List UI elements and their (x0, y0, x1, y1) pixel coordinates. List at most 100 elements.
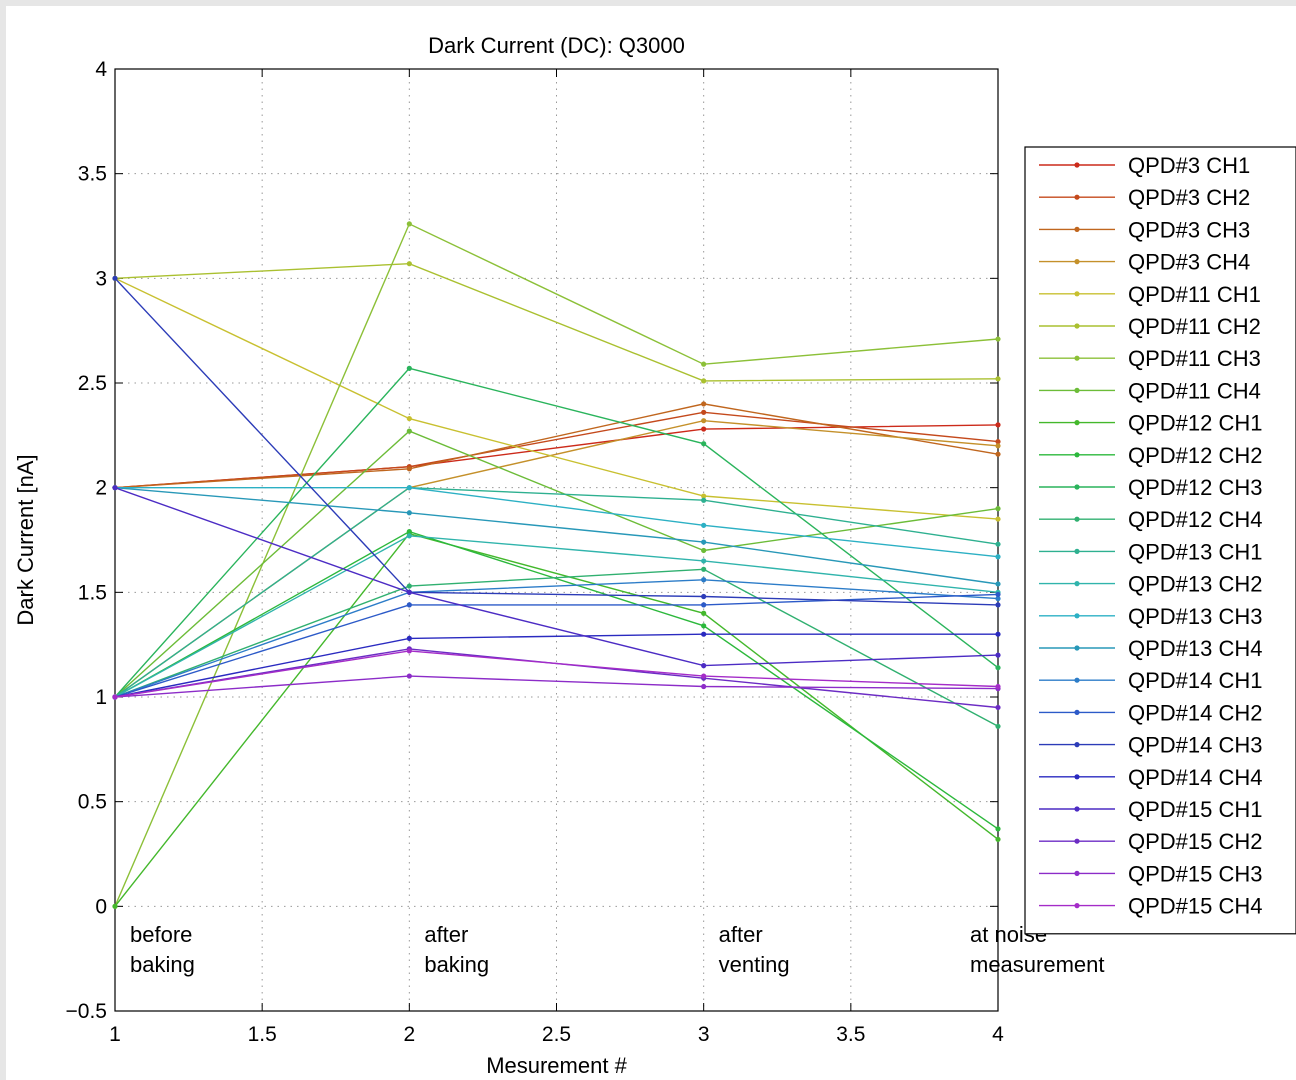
data-point (701, 409, 707, 415)
series-line (114, 535, 999, 698)
legend-marker (1074, 806, 1080, 812)
legend-marker (1074, 870, 1080, 877)
series-line (114, 593, 999, 698)
x-tick-label: 3 (698, 1023, 710, 1046)
data-point (995, 631, 1001, 637)
data-point (701, 610, 707, 616)
data-point (701, 683, 707, 690)
series-line (115, 487, 999, 558)
legend-label: QPD#3 CH3 (1128, 217, 1250, 242)
y-tick-label: 4 (95, 58, 107, 81)
x-tick-label: 2 (403, 1023, 415, 1046)
legend-marker (1074, 291, 1080, 297)
y-tick-label: 1 (95, 686, 107, 709)
data-point (701, 378, 707, 384)
y-tick-label: 2 (95, 477, 107, 500)
data-point (112, 275, 118, 281)
series-line (114, 262, 999, 382)
legend-label: QPD#12 CH4 (1128, 507, 1263, 532)
x-tick-label: 1 (109, 1023, 121, 1046)
legend-label: QPD#15 CH3 (1128, 861, 1263, 886)
data-point (995, 506, 1001, 512)
data-point (995, 602, 1001, 608)
legend-label: QPD#15 CH4 (1128, 894, 1263, 919)
data-point (995, 451, 1001, 457)
series-line (114, 579, 999, 698)
data-point (701, 539, 707, 545)
series-line (114, 222, 999, 907)
data-point (406, 261, 412, 267)
legend-box (1024, 146, 1296, 935)
legend-label: QPD#14 CH2 (1128, 700, 1263, 725)
legend-label: QPD#14 CH4 (1128, 765, 1263, 790)
measurement-annotations: before baking after baking after venting at no… (130, 922, 1105, 977)
series-line (114, 568, 999, 727)
data-point (701, 361, 707, 367)
data-point (701, 441, 707, 447)
legend-label: QPD#11 CH3 (1128, 346, 1261, 371)
data-point (112, 485, 118, 491)
data-point (406, 602, 412, 608)
data-point (406, 635, 412, 641)
legend-marker (1074, 259, 1080, 265)
legend-marker (1074, 452, 1080, 458)
measurement-annotation: after baking (424, 922, 489, 977)
data-point (406, 485, 412, 491)
data-point (995, 665, 1001, 671)
data-point (995, 836, 1001, 842)
data-point (995, 336, 1001, 342)
data-point (995, 554, 1001, 560)
axes: 1 1.5 2 2.5 3 3.5 4 −0.5 0 0.5 1 1.5 2 2.5 3 3.5 4 (66, 58, 1005, 1046)
legend-marker (1074, 323, 1080, 329)
data-point (701, 623, 707, 629)
line-chart: 1 1.5 2 2.5 3 3.5 4 −0.5 0 0.5 1 1.5 2 2.5 3 3.5 4 befor… (13, 33, 1296, 1078)
data-point (701, 493, 707, 499)
data-point (995, 652, 1001, 658)
legend-marker (1074, 420, 1080, 426)
data-point (995, 516, 1001, 522)
series-line (114, 650, 999, 698)
legend-label: QPD#3 CH1 (1128, 153, 1250, 178)
series-lines (112, 221, 1001, 909)
data-point (995, 443, 1001, 449)
legend-marker (1074, 613, 1080, 619)
y-tick-label: 1.5 (78, 581, 107, 604)
x-tick-label: 3.5 (836, 1023, 865, 1046)
legend-marker (1074, 903, 1080, 909)
y-tick-label: 3.5 (78, 163, 107, 186)
legend-marker (1074, 774, 1080, 780)
x-axis-title: Mesurement # (486, 1053, 627, 1078)
data-point (995, 581, 1001, 587)
measurement-annotation: after venting (719, 922, 790, 977)
data-point (995, 826, 1001, 832)
legend-marker (1074, 709, 1080, 716)
x-tick-label: 2.5 (542, 1023, 571, 1046)
series-line (114, 430, 999, 698)
legend-label: QPD#3 CH2 (1128, 185, 1250, 210)
grid (115, 69, 998, 1011)
data-point (701, 602, 707, 608)
data-point (995, 439, 1001, 445)
data-point (995, 376, 1001, 382)
data-point (701, 593, 707, 600)
legend-label: QPD#11 CH1 (1128, 282, 1261, 307)
data-point (995, 683, 1001, 690)
legend-label: QPD#11 CH4 (1128, 378, 1261, 403)
legend-label: QPD#13 CH3 (1128, 604, 1263, 629)
data-point (701, 577, 707, 583)
series-line (114, 487, 999, 667)
y-tick-label: 0.5 (78, 791, 107, 814)
data-point (995, 541, 1001, 547)
legend-label: QPD#15 CH2 (1128, 829, 1263, 854)
legend-marker (1074, 677, 1080, 683)
data-point (406, 428, 412, 434)
series-line (114, 487, 999, 585)
legend-label: QPD#15 CH1 (1128, 797, 1263, 822)
legend-marker (1074, 226, 1080, 232)
series-line (114, 367, 999, 698)
series-line (114, 411, 999, 489)
data-point (406, 673, 412, 679)
legend-marker (1074, 387, 1080, 393)
data-point (406, 221, 412, 227)
legend-label: QPD#14 CH3 (1128, 733, 1263, 758)
